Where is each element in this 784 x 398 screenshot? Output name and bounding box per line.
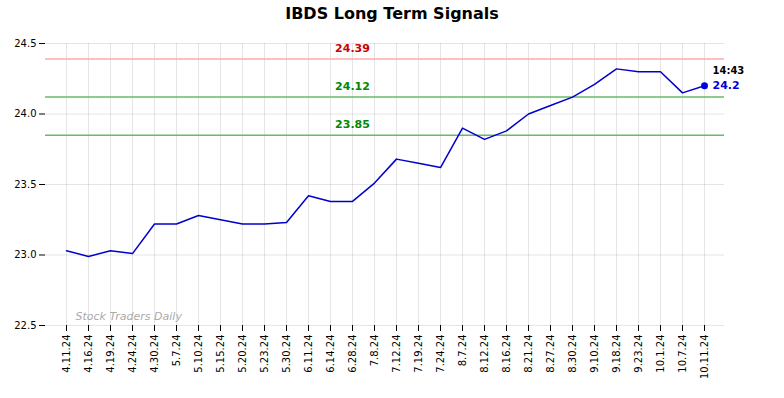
svg-text:4.16.24: 4.16.24 [83,335,94,373]
svg-text:7.12.24: 7.12.24 [391,335,402,373]
svg-text:10.7.24: 10.7.24 [677,335,688,373]
svg-text:4.19.24: 4.19.24 [105,335,116,373]
svg-text:4.30.24: 4.30.24 [149,335,160,373]
svg-text:23.5: 23.5 [14,179,36,190]
svg-text:8.27.24: 8.27.24 [545,335,556,373]
svg-text:9.10.24: 9.10.24 [589,335,600,373]
svg-text:6.11.24: 6.11.24 [303,335,314,373]
svg-text:6.14.24: 6.14.24 [325,335,336,373]
svg-text:5.7.24: 5.7.24 [171,335,182,367]
svg-text:14:43: 14:43 [713,65,745,76]
svg-text:10.1.24: 10.1.24 [655,335,666,373]
svg-text:23.0: 23.0 [14,249,36,260]
svg-text:24.0: 24.0 [14,108,36,119]
svg-text:7.19.24: 7.19.24 [413,335,424,373]
svg-text:5.15.24: 5.15.24 [215,335,226,373]
svg-text:4.11.24: 4.11.24 [61,335,72,373]
svg-text:8.16.24: 8.16.24 [501,335,512,373]
svg-text:23.85: 23.85 [335,118,370,131]
svg-text:24.2: 24.2 [713,79,740,92]
svg-text:Stock Traders Daily: Stock Traders Daily [76,310,183,323]
svg-text:5.20.24: 5.20.24 [237,335,248,373]
svg-text:8.30.24: 8.30.24 [567,335,578,373]
svg-text:24.39: 24.39 [335,42,370,55]
svg-text:8.7.24: 8.7.24 [457,335,468,367]
svg-text:10.11.24: 10.11.24 [699,335,710,380]
svg-text:9.18.24: 9.18.24 [611,335,622,373]
svg-text:22.5: 22.5 [14,320,36,331]
svg-text:24.5: 24.5 [14,38,36,49]
svg-text:4.24.24: 4.24.24 [127,335,138,373]
svg-text:9.23.24: 9.23.24 [633,335,644,373]
svg-text:5.23.24: 5.23.24 [259,335,270,373]
svg-text:7.8.24: 7.8.24 [369,335,380,367]
html-text:IBDS Long Term Signals: IBDS Long Term Signals [285,4,499,23]
svg-text:5.30.24: 5.30.24 [281,335,292,373]
svg-text:5.10.24: 5.10.24 [193,335,204,373]
svg-text:6.28.24: 6.28.24 [347,335,358,373]
svg-text:7.24.24: 7.24.24 [435,335,446,373]
svg-text:8.12.24: 8.12.24 [479,335,490,373]
svg-text:8.21.24: 8.21.24 [523,335,534,373]
svg-text:24.12: 24.12 [335,80,370,93]
